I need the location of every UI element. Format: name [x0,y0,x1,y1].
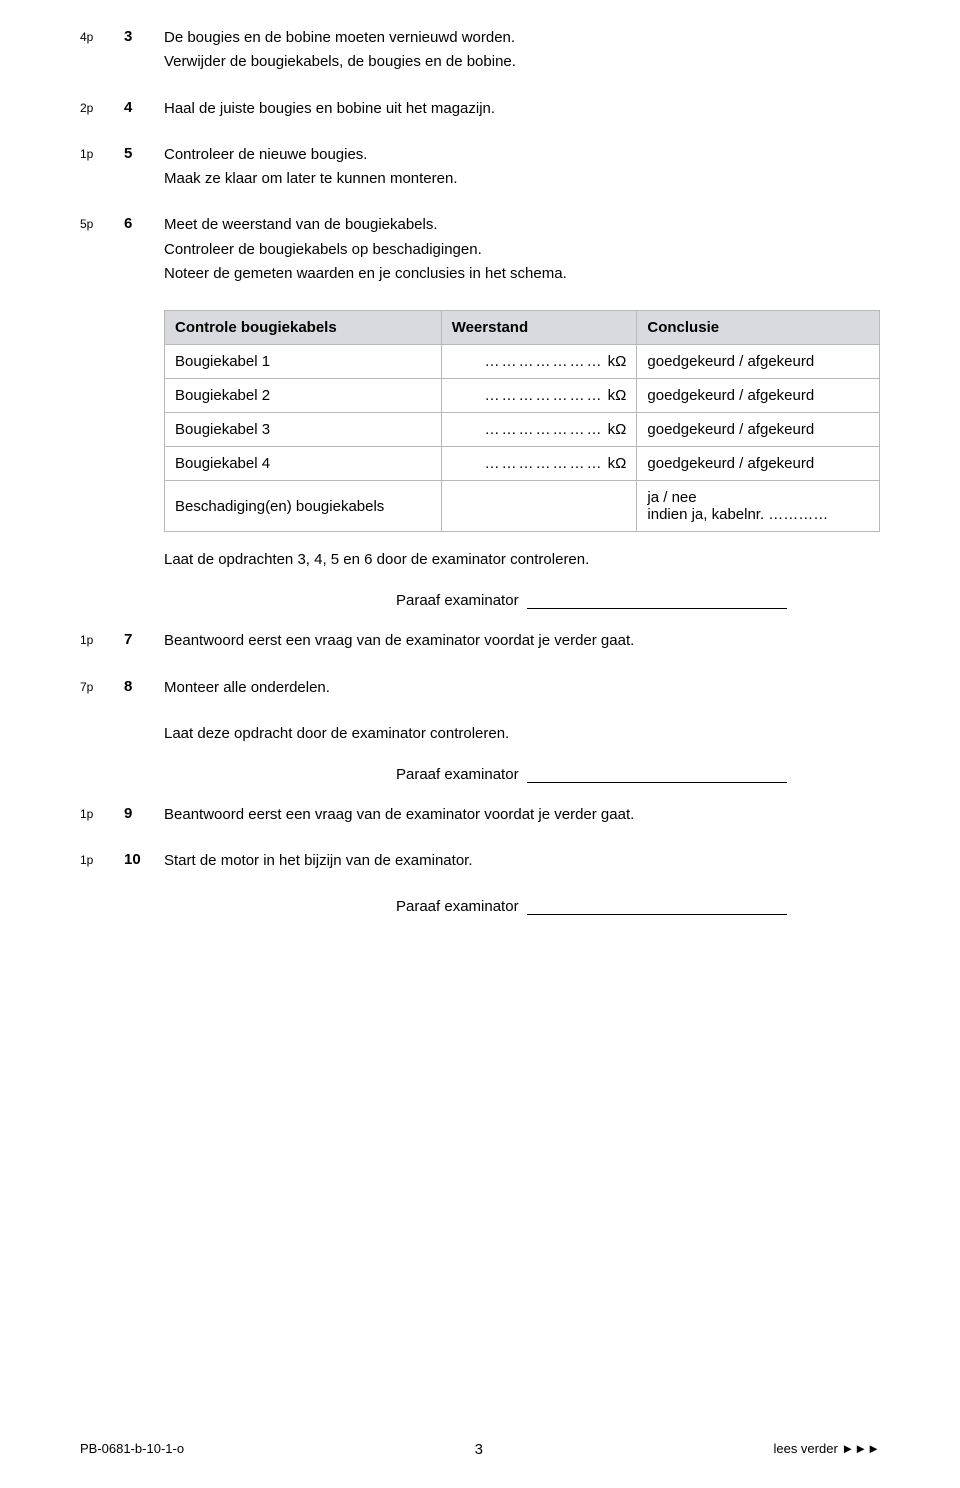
question-item: 1p7Beantwoord eerst een vraag van de exa… [80,631,880,655]
question-number: 9 [124,805,164,829]
points-label: 2p [80,99,124,123]
row-label: Beschadiging(en) bougiekabels [165,481,442,532]
question-body: Controleer de nieuwe bougies. Maak ze kla… [164,145,880,194]
paraaf-line-3: Paraaf examinator [80,898,880,915]
paraaf-label: Paraaf examinator [396,898,519,915]
row-value[interactable]: ………………… kΩ [441,413,637,447]
table-header: Weerstand [441,311,637,345]
question-body: De bougies en de bobine moeten vernieuwd… [164,28,880,77]
points-label: 4p [80,28,124,77]
footer-right: lees verder ►►► [773,1441,880,1458]
question-body: Meet de weerstand van de bougiekabels. Co… [164,215,880,288]
question-body: Haal de juiste bougies en bobine uit het… [164,99,880,123]
question-item: 4p3De bougies en de bobine moeten vernie… [80,28,880,77]
question-text: Maak ze klaar om later te kunnen montere… [164,169,880,189]
paraaf-label: Paraaf examinator [396,766,519,783]
row-label: Bougiekabel 1 [165,345,442,379]
row-conclusion[interactable]: goedgekeurd / afgekeurd [637,379,880,413]
row-value-empty [441,481,637,532]
table-header: Conclusie [637,311,880,345]
paraaf-line-1: Paraaf examinator [80,592,880,609]
row-value[interactable]: ………………… kΩ [441,447,637,481]
question-text: Noteer de gemeten waarden en je conclusi… [164,264,880,284]
question-body: Beantwoord eerst een vraag van de examin… [164,805,880,829]
question-item: 1p10Start de motor in het bijzijn van de… [80,851,880,875]
question-item: 7p8Monteer alle onderdelen. [80,678,880,702]
table-row: Bougiekabel 3………………… kΩgoedgekeurd / afg… [165,413,880,447]
question-text: Verwijder de bougiekabels, de bougies en… [164,52,880,72]
after-table-text: Laat de opdrachten 3, 4, 5 en 6 door de … [164,550,880,570]
question-number: 7 [124,631,164,655]
signature-line[interactable] [527,596,787,610]
row-label: Bougiekabel 3 [165,413,442,447]
table-header: Controle bougiekabels [165,311,442,345]
question-text: Haal de juiste bougies en bobine uit het… [164,99,880,119]
question-body: Beantwoord eerst een vraag van de examin… [164,631,880,655]
footer-left: PB-0681-b-10-1-o [80,1441,184,1458]
points-label: 7p [80,678,124,702]
signature-line[interactable] [527,770,787,784]
table-row: Bougiekabel 4………………… kΩgoedgekeurd / afg… [165,447,880,481]
paraaf-label: Paraaf examinator [396,592,519,609]
points-label: 1p [80,145,124,194]
after-8-text: Laat deze opdracht door de examinator co… [164,724,880,744]
points-label: 1p [80,851,124,875]
row-value[interactable]: ………………… kΩ [441,345,637,379]
question-item: 2p4Haal de juiste bougies en bobine uit … [80,99,880,123]
table-row: Bougiekabel 1………………… kΩgoedgekeurd / afg… [165,345,880,379]
points-label: 1p [80,805,124,829]
question-item: 1p5Controleer de nieuwe bougies. Maak ze … [80,145,880,194]
question-body: Monteer alle onderdelen. [164,678,880,702]
question-number: 3 [124,28,164,77]
points-label: 5p [80,215,124,288]
question-number: 4 [124,99,164,123]
row-conclusion[interactable]: goedgekeurd / afgekeurd [637,345,880,379]
row-conclusion[interactable]: goedgekeurd / afgekeurd [637,413,880,447]
check-instruction: Laat de opdrachten 3, 4, 5 en 6 door de … [164,550,880,570]
control-table: Controle bougiekabelsWeerstandConclusie … [164,310,880,532]
check-instruction-2: Laat deze opdracht door de examinator co… [164,724,880,744]
question-number: 8 [124,678,164,702]
question-text: Meet de weerstand van de bougiekabels. [164,215,880,235]
question-number: 5 [124,145,164,194]
table-wrapper: Controle bougiekabelsWeerstandConclusie … [164,310,880,532]
question-number: 6 [124,215,164,288]
question-text: Monteer alle onderdelen. [164,678,880,698]
question-body: Start de motor in het bijzijn van de exa… [164,851,880,875]
question-text: Beantwoord eerst een vraag van de examin… [164,805,880,825]
signature-line[interactable] [527,901,787,915]
row-conclusion[interactable]: ja / neeindien ja, kabelnr. ………… [637,481,880,532]
row-label: Bougiekabel 2 [165,379,442,413]
question-text: De bougies en de bobine moeten vernieuwd… [164,28,880,48]
points-label: 1p [80,631,124,655]
row-conclusion[interactable]: goedgekeurd / afgekeurd [637,447,880,481]
paraaf-line-2: Paraaf examinator [80,766,880,783]
page-footer: PB-0681-b-10-1-o 3 lees verder ►►► [80,1441,880,1458]
question-text: Start de motor in het bijzijn van de exa… [164,851,880,871]
question-item: 5p6Meet de weerstand van de bougiekabels… [80,215,880,288]
table-row: Bougiekabel 2………………… kΩgoedgekeurd / afg… [165,379,880,413]
footer-page-number: 3 [475,1441,483,1458]
question-text: Controleer de bougiekabels op beschadigi… [164,240,880,260]
row-label: Bougiekabel 4 [165,447,442,481]
question-number: 10 [124,851,164,875]
question-item: 1p9Beantwoord eerst een vraag van de exa… [80,805,880,829]
row-value[interactable]: ………………… kΩ [441,379,637,413]
table-row-last: Beschadiging(en) bougiekabels ja / neein… [165,481,880,532]
question-text: Beantwoord eerst een vraag van de examin… [164,631,880,651]
question-text: Controleer de nieuwe bougies. [164,145,880,165]
